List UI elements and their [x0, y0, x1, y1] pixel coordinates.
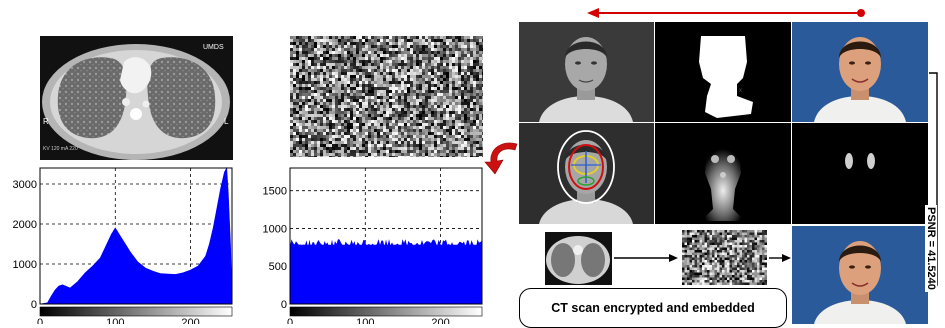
- x-tick-label: 100: [356, 317, 374, 324]
- ct-label-info: KV 120 mA 220: [43, 146, 78, 152]
- y-tick-label: 500: [269, 261, 287, 273]
- ct-histogram-chart: 0 1000 2000 3000 0 100 200: [13, 166, 233, 324]
- face-features-image: [519, 123, 654, 224]
- svg-text:x: x: [739, 88, 742, 94]
- ct-label-r: R: [43, 117, 49, 126]
- y-tick-label: 1500: [263, 186, 287, 198]
- encrypted-noise-image: [290, 36, 483, 157]
- y-tick-label: 0: [281, 299, 287, 311]
- caption-text: CT scan encrypted and embedded: [551, 301, 755, 315]
- grayscale-bar: [39, 306, 233, 317]
- grayscale-bar: [289, 306, 483, 317]
- ct-scan-thumbnail: [545, 232, 612, 285]
- face-color-image: [792, 22, 928, 122]
- x-tick-label: 0: [37, 317, 43, 324]
- face-skin-mask-image: x: [655, 22, 791, 122]
- ct-label-l: L: [224, 117, 229, 126]
- encrypted-noise-thumbnail: [682, 230, 767, 285]
- x-tick-label: 200: [181, 317, 199, 324]
- x-tick-label: 100: [106, 317, 124, 324]
- y-tick-label: 0: [31, 299, 37, 311]
- flow-arrow-icon: [769, 254, 791, 262]
- y-tick-label: 1000: [263, 223, 287, 235]
- y-tick-label: 3000: [13, 179, 37, 191]
- eye-regions-image: [792, 123, 928, 224]
- stego-face-image: [792, 226, 928, 324]
- ct-scan-image: UMDS R L KV 120 mA 220: [40, 36, 233, 160]
- histogram-noise: [290, 239, 482, 304]
- face-grayscale-image: [519, 22, 654, 122]
- caption-box: CT scan encrypted and embedded: [519, 288, 787, 328]
- curved-red-arrow-icon: [484, 142, 518, 175]
- face-probability-map-image: [655, 123, 791, 224]
- red-arrow-icon: [587, 8, 865, 18]
- x-tick-label: 0: [287, 317, 293, 324]
- encrypted-histogram-chart: 0 500 1000 1500 0 100 200: [263, 167, 483, 324]
- x-tick-label: 200: [431, 317, 449, 324]
- histogram-area: [39, 166, 233, 305]
- y-tick-label: 2000: [13, 219, 37, 231]
- ct-label-umds: UMDS: [203, 44, 224, 51]
- y-tick-label: 1000: [13, 259, 37, 271]
- flow-arrow-icon: [614, 254, 678, 262]
- psnr-label: PSNR = 41.5240: [925, 205, 937, 292]
